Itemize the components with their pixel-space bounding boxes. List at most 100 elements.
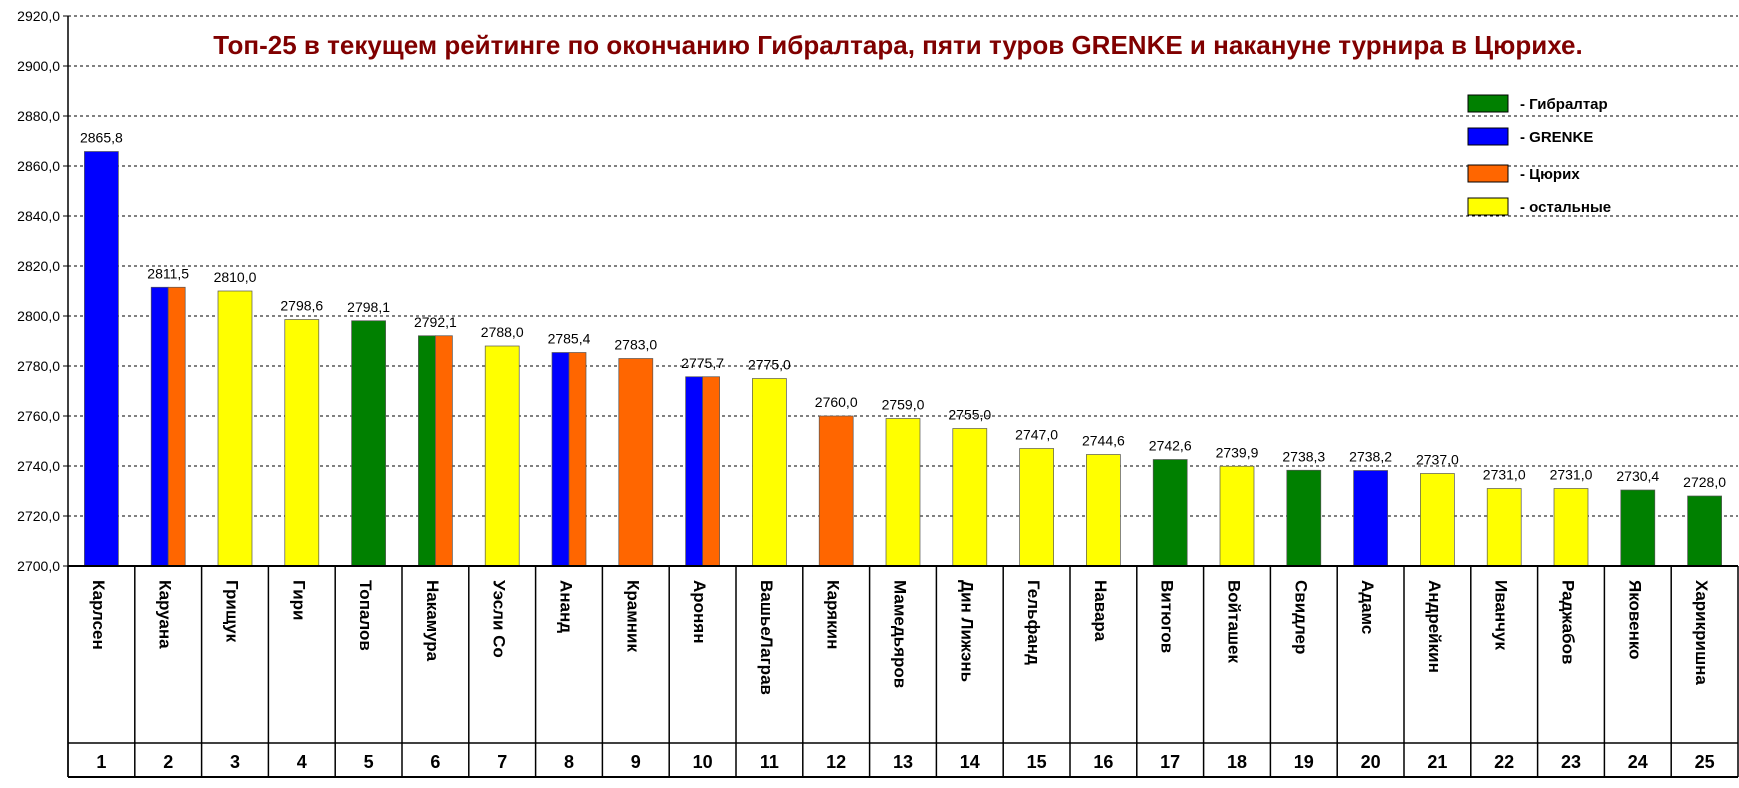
- x-category-label: Гири: [289, 580, 308, 621]
- x-category-label: Свидлер: [1291, 580, 1310, 654]
- bar: [167, 286, 186, 567]
- bar: [1286, 469, 1322, 567]
- data-label: 2798,1: [347, 299, 390, 315]
- y-tick-label: 2720,0: [17, 508, 60, 524]
- data-label: 2731,0: [1483, 467, 1526, 483]
- bar: [551, 352, 570, 567]
- x-category-label: Войташек: [1225, 580, 1244, 664]
- rank-label: 13: [893, 752, 913, 772]
- data-label: 2731,0: [1550, 467, 1593, 483]
- data-label: 2744,6: [1082, 433, 1125, 449]
- x-category-label: Грищук: [223, 580, 242, 643]
- x-category-label: Навара: [1091, 580, 1110, 642]
- x-category-label: Карякин: [824, 580, 843, 649]
- y-tick-label: 2760,0: [17, 408, 60, 424]
- bar: [435, 335, 453, 567]
- rank-label: 9: [631, 752, 641, 772]
- rank-label: 4: [297, 752, 307, 772]
- bar: [1086, 454, 1121, 567]
- data-label: 2792,1: [414, 314, 457, 330]
- bar: [1620, 489, 1656, 567]
- x-category-label: Аронян: [690, 580, 709, 644]
- rank-label: 25: [1695, 752, 1715, 772]
- x-category-label: Андрейкин: [1425, 580, 1444, 673]
- data-label: 2775,7: [681, 355, 724, 371]
- category-table: Карлсен 1 Каруана 2 Грищук 3 Гири 4 Топалов 5 Нака…: [67, 565, 1739, 778]
- bar: [1687, 495, 1722, 567]
- legend-label: - Гибралтар: [1520, 96, 1608, 113]
- bar: [752, 378, 787, 567]
- data-label: 2760,0: [815, 394, 858, 410]
- x-category-label: Гельфанд: [1024, 580, 1043, 665]
- rank-label: 17: [1160, 752, 1180, 772]
- bar: [284, 319, 320, 567]
- data-label: 2788,0: [481, 324, 524, 340]
- bar: [618, 358, 654, 567]
- rank-label: 3: [230, 752, 240, 772]
- rank-label: 8: [564, 752, 574, 772]
- rank-label: 21: [1427, 752, 1447, 772]
- y-tick-label: 2780,0: [17, 358, 60, 374]
- bar: [1486, 488, 1522, 567]
- bar: [1219, 465, 1255, 567]
- rank-label: 23: [1561, 752, 1581, 772]
- rank-label: 5: [364, 752, 374, 772]
- x-category-label: Мамедьяров: [891, 580, 910, 688]
- value-labels: 2865,8 2811,5 2810,0 2798,6 2798,1 2792,1 2788…: [80, 130, 1726, 491]
- data-label: 2811,5: [147, 265, 189, 281]
- data-label: 2737,0: [1416, 452, 1459, 468]
- rank-label: 19: [1294, 752, 1314, 772]
- legend-label: - Цюрих: [1520, 166, 1580, 183]
- bar: [351, 320, 386, 567]
- data-label: 2783,0: [614, 337, 657, 353]
- x-category-label: Адамс: [1358, 580, 1377, 634]
- data-label: 2747,0: [1015, 427, 1058, 443]
- x-category-label: Ананд: [557, 580, 576, 633]
- data-label: 2865,8: [80, 130, 123, 146]
- bar: [1353, 470, 1388, 567]
- y-tick-label: 2800,0: [17, 308, 60, 324]
- legend: - Гибралтар - GRENKE - Цюрих - остальные: [1467, 94, 1611, 216]
- bar: [217, 290, 253, 567]
- x-category-label: Уэсли Со: [490, 580, 509, 658]
- y-tick-label: 2900,0: [17, 58, 60, 74]
- x-category-label: Крамник: [623, 580, 642, 653]
- rank-label: 12: [826, 752, 846, 772]
- bar: [84, 151, 119, 567]
- rank-label: 20: [1361, 752, 1381, 772]
- x-category-label: Топалов: [356, 580, 375, 651]
- legend-swatch: [1467, 164, 1509, 183]
- rank-label: 7: [497, 752, 507, 772]
- legend-swatch: [1467, 197, 1509, 216]
- bar: [484, 345, 520, 567]
- bar: [1553, 488, 1589, 567]
- bar: [1420, 473, 1455, 567]
- x-category-label: Дин Лижэнь: [957, 580, 976, 682]
- rank-label: 6: [430, 752, 440, 772]
- data-label: 2739,9: [1216, 444, 1259, 460]
- x-category-label: Витюгов: [1158, 580, 1177, 653]
- rank-label: 1: [96, 752, 106, 772]
- bar: [952, 428, 988, 567]
- bar: [818, 415, 854, 567]
- bar: [885, 418, 921, 567]
- data-label: 2730,4: [1616, 468, 1659, 484]
- x-category-label: Каруана: [156, 580, 175, 649]
- x-category-label: Накамура: [423, 580, 442, 662]
- x-category-label: Яковенко: [1625, 580, 1644, 660]
- bars: [84, 151, 1722, 567]
- x-category-label: Карлсен: [89, 580, 108, 650]
- x-category-label: Иванчук: [1492, 580, 1511, 650]
- data-label: 2738,2: [1349, 449, 1392, 465]
- data-label: 2755,0: [948, 407, 991, 423]
- data-label: 2798,6: [280, 298, 323, 314]
- legend-label: - остальные: [1520, 199, 1611, 216]
- y-tick-label: 2860,0: [17, 158, 60, 174]
- y-tick-label: 2820,0: [17, 258, 60, 274]
- rank-label: 10: [693, 752, 713, 772]
- rank-label: 11: [760, 752, 779, 772]
- bar: [150, 286, 169, 567]
- y-tick-label: 2700,0: [17, 558, 60, 574]
- y-tick-label: 2880,0: [17, 108, 60, 124]
